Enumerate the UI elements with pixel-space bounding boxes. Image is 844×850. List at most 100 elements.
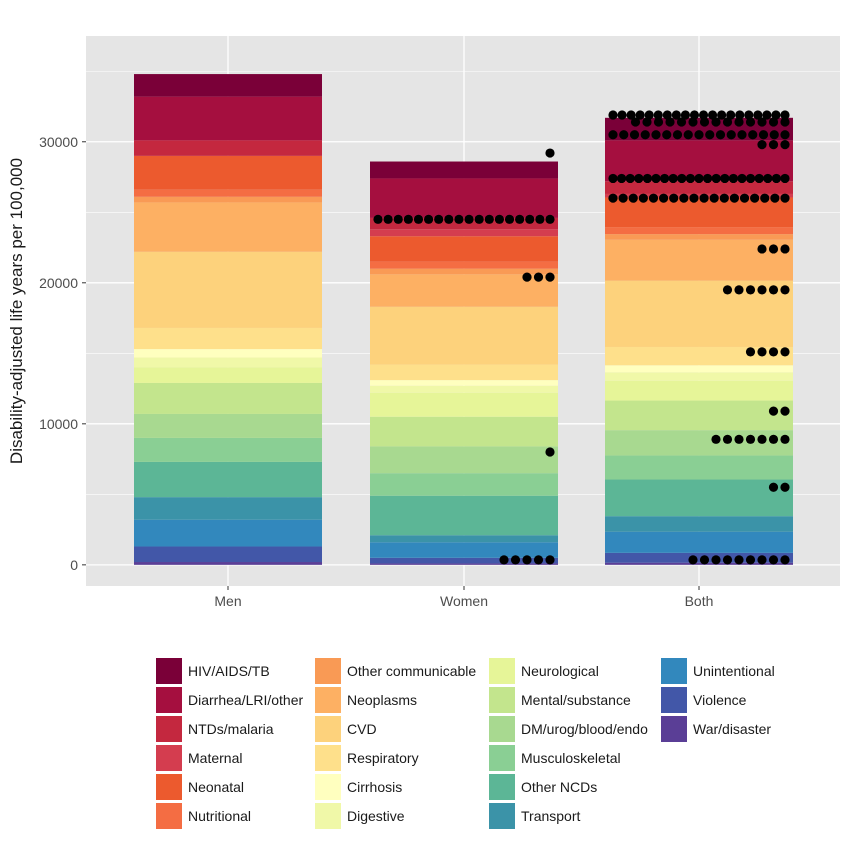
dot-marker bbox=[726, 130, 736, 140]
dot-marker bbox=[744, 110, 754, 120]
dot-marker bbox=[625, 173, 635, 184]
y-tick-label: 20000 bbox=[39, 275, 78, 291]
dot-marker bbox=[608, 173, 618, 184]
dot-marker bbox=[642, 173, 653, 184]
dot-marker bbox=[711, 173, 721, 184]
legend-item: Diarrhea/LRI/other bbox=[156, 685, 303, 714]
dot-marker bbox=[754, 173, 764, 184]
bar-segment-both-14 bbox=[605, 400, 793, 431]
legend-swatch bbox=[315, 744, 341, 771]
bar-segment-women-13 bbox=[370, 392, 558, 417]
legend-swatch bbox=[315, 686, 341, 713]
bar-segment-men-14 bbox=[134, 382, 322, 414]
legend-label: Other NCDs bbox=[521, 778, 598, 795]
dot-marker bbox=[768, 244, 779, 254]
dot-marker bbox=[680, 110, 691, 120]
dot-marker bbox=[533, 555, 544, 565]
dot-marker bbox=[745, 285, 756, 295]
dot-marker bbox=[768, 555, 779, 565]
bar-segment-women-19 bbox=[370, 542, 558, 558]
bar-segment-both-17 bbox=[605, 479, 793, 517]
dot-marker bbox=[780, 555, 790, 565]
legend-item: Violence bbox=[661, 685, 746, 714]
dot-marker bbox=[728, 173, 739, 184]
dot-marker bbox=[780, 173, 790, 184]
bar-segment-women-14 bbox=[370, 416, 558, 447]
bar-segment-men-17 bbox=[134, 461, 322, 498]
legend-swatch bbox=[315, 773, 341, 800]
dot-marker bbox=[768, 482, 779, 492]
dot-marker bbox=[745, 434, 756, 444]
dot-marker bbox=[694, 130, 704, 140]
dot-marker bbox=[768, 434, 779, 444]
legend-label: Nutritional bbox=[188, 807, 252, 824]
dot-marker bbox=[757, 434, 767, 444]
legend-label: Musculoskeletal bbox=[521, 749, 621, 766]
legend-swatch bbox=[661, 686, 687, 713]
legend-label: Transport bbox=[521, 807, 581, 824]
dot-marker bbox=[640, 130, 650, 140]
dot-marker bbox=[703, 173, 713, 184]
dot-marker bbox=[711, 434, 721, 444]
bar-segment-men-6 bbox=[134, 189, 322, 197]
dot-marker bbox=[669, 193, 679, 203]
bar-segment-both-4 bbox=[605, 193, 793, 198]
dot-marker bbox=[515, 214, 525, 224]
legend-item: Respiratory bbox=[315, 743, 419, 772]
dot-marker bbox=[665, 117, 675, 127]
bar-segment-men-8 bbox=[134, 202, 322, 252]
bar-segment-men-16 bbox=[134, 437, 322, 462]
bar-segment-women-5 bbox=[370, 236, 558, 262]
legend-swatch bbox=[156, 744, 182, 771]
dot-marker bbox=[413, 214, 424, 224]
dot-marker bbox=[648, 193, 659, 203]
dot-marker bbox=[722, 434, 733, 444]
legend-label: Digestive bbox=[347, 807, 405, 824]
dot-marker bbox=[719, 193, 729, 203]
dot-marker bbox=[780, 434, 790, 444]
legend-item: Nutritional bbox=[156, 801, 251, 830]
dot-marker bbox=[734, 285, 744, 295]
dot-marker bbox=[780, 482, 790, 492]
dot-marker bbox=[757, 285, 767, 295]
dot-marker bbox=[629, 130, 640, 140]
bar-segment-men-20 bbox=[134, 546, 322, 563]
dot-marker bbox=[760, 193, 770, 203]
legend-label: War/disaster bbox=[693, 720, 772, 737]
dot-marker bbox=[780, 117, 790, 127]
legend-label: Unintentional bbox=[693, 662, 775, 679]
legend: HIV/AIDS/TB Diarrhea/LRI/other NTDs/malari… bbox=[156, 656, 796, 832]
legend-label: Respiratory bbox=[347, 749, 419, 766]
legend-swatch bbox=[315, 657, 341, 684]
legend-item: CVD bbox=[315, 714, 377, 743]
dot-marker bbox=[729, 193, 740, 203]
dot-marker bbox=[626, 110, 636, 120]
dot-marker bbox=[522, 272, 532, 282]
dot-marker bbox=[484, 214, 494, 224]
dot-marker bbox=[722, 117, 733, 127]
legend-swatch bbox=[661, 715, 687, 742]
bar-segment-women-21 bbox=[370, 563, 558, 565]
dot-marker bbox=[679, 193, 689, 203]
dot-marker bbox=[757, 555, 767, 565]
legend-swatch bbox=[156, 802, 182, 829]
dot-marker bbox=[717, 110, 727, 120]
legend-item: Other NCDs bbox=[489, 772, 597, 801]
y-tick-label: 0 bbox=[70, 557, 78, 573]
dot-marker bbox=[768, 117, 779, 127]
bar-segment-both-18 bbox=[605, 516, 793, 532]
dot-marker bbox=[671, 110, 681, 120]
legend-label: Neonatal bbox=[188, 778, 245, 795]
bar-segment-men-12 bbox=[134, 357, 322, 368]
bar-segment-women-4 bbox=[370, 229, 558, 237]
dot-marker bbox=[726, 110, 736, 120]
bar-segment-women-12 bbox=[370, 385, 558, 393]
dot-marker bbox=[745, 347, 756, 357]
dot-marker bbox=[757, 244, 767, 254]
x-tick-label: Women bbox=[440, 593, 488, 609]
dot-marker bbox=[699, 117, 710, 127]
dot-marker bbox=[689, 193, 699, 203]
legend-label: Neurological bbox=[521, 662, 599, 679]
dot-marker bbox=[768, 285, 779, 295]
dot-marker bbox=[737, 130, 747, 140]
